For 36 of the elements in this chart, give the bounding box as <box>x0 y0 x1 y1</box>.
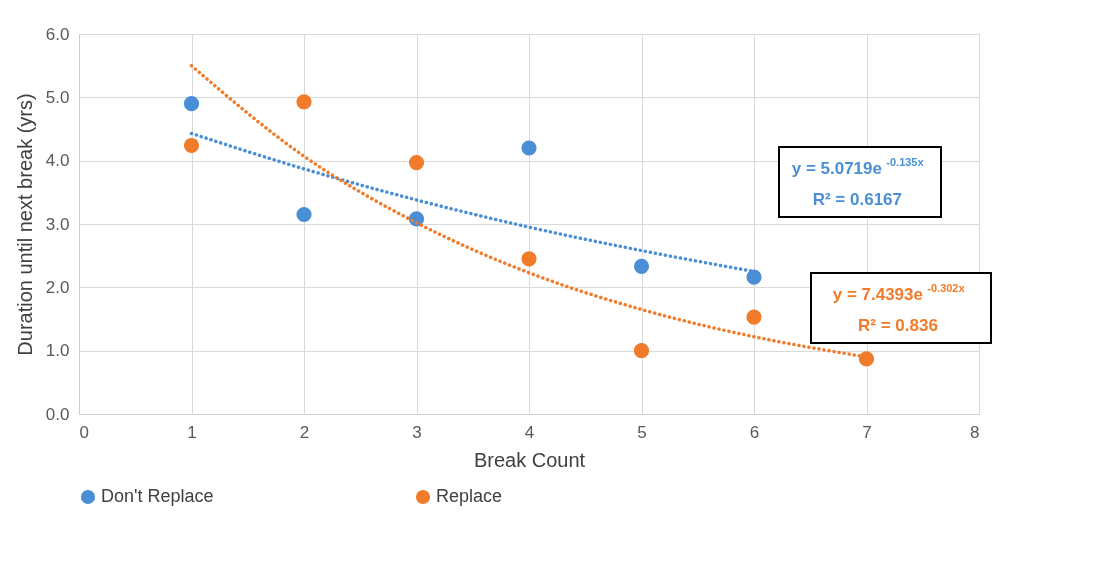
point <box>296 206 312 223</box>
annotation: y = 5.0719e-0.135x <box>791 156 925 178</box>
x-axis-title: Break Count <box>473 448 586 471</box>
x-tick-label: 1 <box>187 422 197 442</box>
annotation: R² = 0.6167 <box>812 190 903 209</box>
point <box>746 309 762 325</box>
y-tick-label: 6.0 <box>45 24 70 44</box>
x-tick-label: 8 <box>970 422 980 442</box>
point <box>521 251 537 267</box>
y-tick-label: 4.0 <box>45 151 70 171</box>
point <box>633 258 650 274</box>
y-tick-label: 2.0 <box>45 277 70 297</box>
annotation: R² = 0.836 <box>858 316 938 335</box>
x-tick-label: 5 <box>637 422 647 442</box>
point <box>183 96 200 112</box>
point <box>183 137 200 154</box>
y-tick-label: 5.0 <box>45 87 70 107</box>
x-tick-label: 6 <box>749 422 760 442</box>
y-tick-label: 3.0 <box>45 214 70 234</box>
point <box>633 343 650 359</box>
y-axis-title: Duration until next break (yrs) <box>13 93 36 356</box>
point <box>858 351 875 367</box>
x-tick-label: 4 <box>524 422 535 442</box>
point <box>521 140 537 156</box>
legend-label: Don't Replace <box>101 486 214 506</box>
x-tick-label: 7 <box>862 422 872 442</box>
y-tick-label: 0.0 <box>45 404 70 424</box>
y-tick-label: 1.0 <box>45 341 70 361</box>
legend-label: Replace <box>436 486 503 506</box>
point <box>296 94 312 110</box>
x-tick-label: 2 <box>299 422 310 442</box>
x-tick-label: 3 <box>412 422 422 442</box>
point <box>746 269 762 285</box>
annotation: y = 7.4393e-0.302x <box>832 282 966 304</box>
point <box>408 155 425 171</box>
x-tick-label: 0 <box>79 422 89 442</box>
